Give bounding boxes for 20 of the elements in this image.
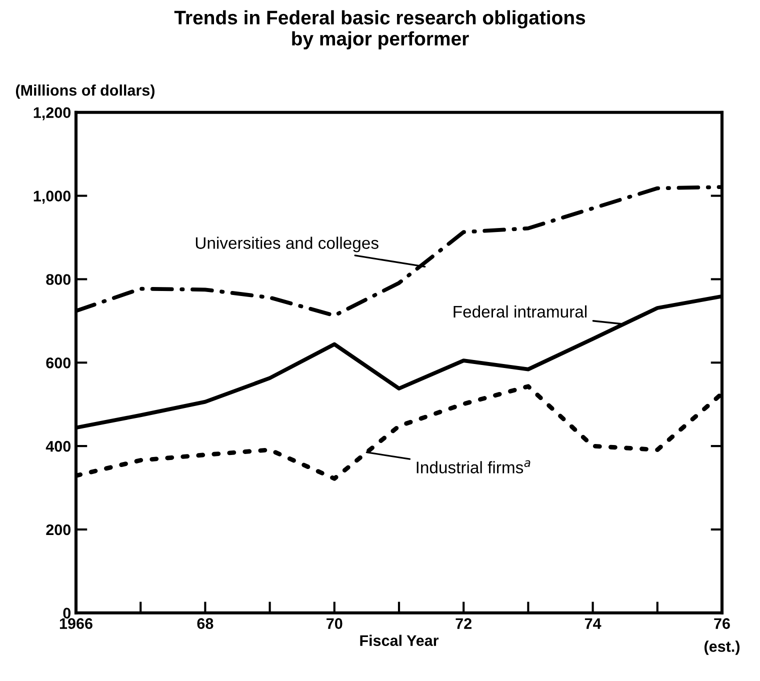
x-tick-label: 1966 bbox=[60, 618, 92, 629]
chart-title: Trends in Federal basic research obligations by major performer bbox=[174, 10, 586, 50]
y-tick-label: 1,000 bbox=[34, 190, 71, 204]
annotation: Federal intramural bbox=[454, 305, 586, 318]
annotation: Universities and colleges bbox=[196, 236, 378, 252]
text: (est.) bbox=[704, 640, 740, 655]
y-axis-title: (Millions of dollars) bbox=[16, 84, 154, 99]
y-tick-label: 200 bbox=[46, 524, 71, 536]
y-tick-label: 600 bbox=[46, 358, 71, 368]
x-tick-label: 72 bbox=[456, 618, 472, 629]
annotation: Industrial firms$^{a}$ bbox=[416, 460, 530, 474]
y-tick-label: 800 bbox=[46, 274, 71, 285]
x-tick-label: 76 bbox=[714, 618, 730, 629]
x-tick-label: 74 bbox=[584, 618, 602, 629]
x-tick-label: 70 bbox=[326, 618, 342, 629]
y-tick-label: 0 bbox=[63, 608, 71, 619]
x-axis-title: Fiscal Year bbox=[360, 634, 439, 646]
y-tick-label: 1,200 bbox=[34, 107, 71, 120]
x-tick-label: 68 bbox=[197, 618, 214, 629]
y-tick-label: 400 bbox=[46, 440, 71, 452]
